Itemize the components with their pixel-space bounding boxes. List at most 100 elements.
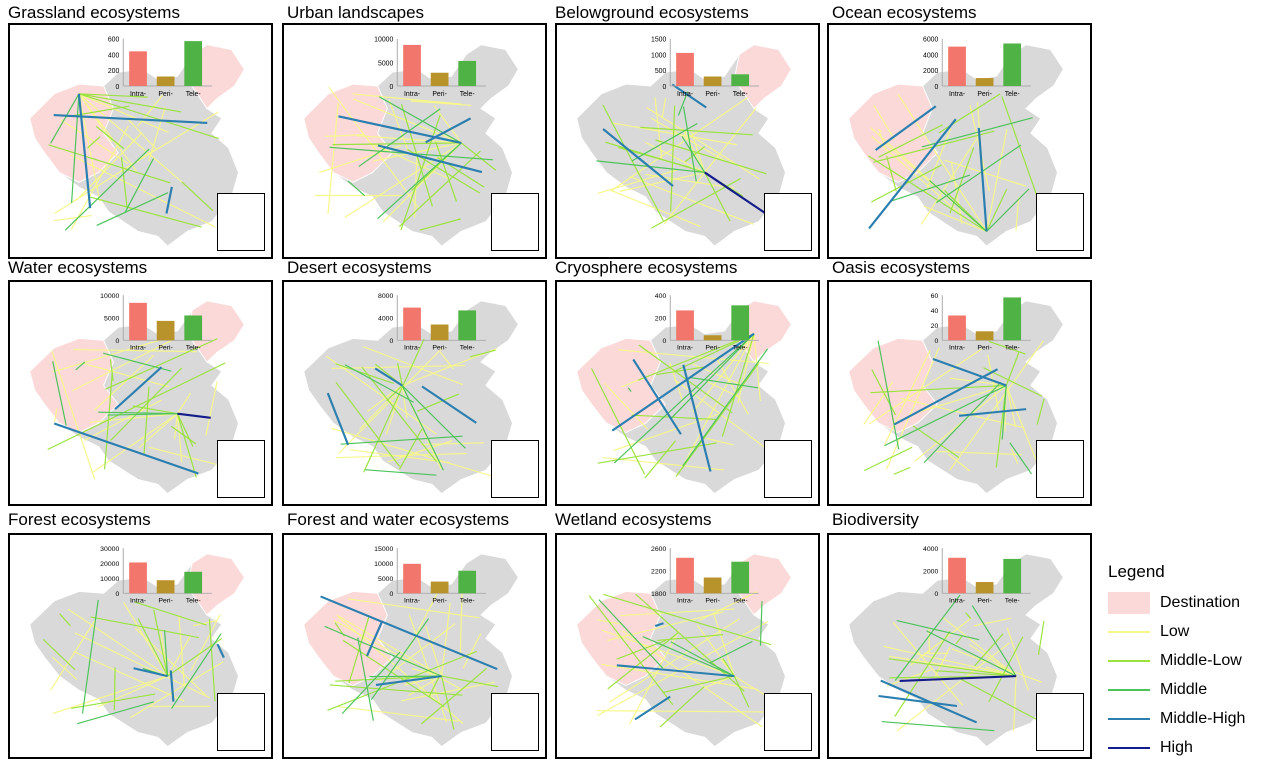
flow-line — [124, 158, 155, 213]
bar-peri — [703, 76, 722, 86]
flow-line — [173, 413, 179, 440]
flow-line — [176, 413, 194, 447]
bar-intra — [129, 51, 147, 86]
flow-line — [988, 340, 1026, 355]
flow-line — [70, 125, 129, 230]
legend-item: Low — [1108, 617, 1245, 646]
flow-line — [610, 97, 748, 192]
bar-peri — [975, 78, 994, 86]
flow-line — [410, 100, 472, 107]
flow-line — [588, 595, 674, 706]
flow-line — [597, 169, 678, 194]
panel-title: Belowground ecosystems — [555, 3, 749, 22]
flow-line — [435, 141, 458, 202]
bar-chart: 0 200 400 600 Intra- Peri- Tele- — [108, 37, 212, 98]
y-tick-label: 10000 — [374, 561, 393, 568]
y-tick-label: 500 — [655, 68, 667, 75]
south-china-sea-inset — [764, 693, 812, 751]
bar-tele — [1003, 558, 1022, 594]
flow-map: 0 4000 8000 Intra- Peri- Tele- — [303, 293, 519, 495]
flow-line — [176, 392, 192, 414]
flow-line — [969, 644, 1017, 677]
flow-line — [74, 632, 210, 699]
bar-tele — [184, 571, 203, 594]
y-tick-label: 20 — [931, 323, 939, 330]
flow-line — [133, 667, 168, 678]
flow-line — [638, 344, 733, 414]
y-tick-label: 0 — [934, 84, 938, 91]
flow-line — [388, 99, 409, 152]
y-tick-label: 2000 — [923, 569, 939, 576]
flow-line — [96, 192, 169, 226]
flow-line — [863, 446, 913, 472]
flow-line — [73, 348, 197, 353]
bar-intra — [129, 562, 147, 594]
flow-line — [868, 155, 987, 232]
x-tick-label: Intra- — [677, 598, 693, 605]
flow-line — [884, 350, 931, 445]
flow-line — [192, 620, 217, 627]
flow-line — [78, 93, 137, 172]
flow-line — [326, 392, 350, 446]
bar-intra — [948, 557, 966, 594]
x-tick-label: Intra- — [404, 345, 420, 352]
legend: Legend Destination Low Middle-Low Middle Mid… — [1108, 562, 1245, 762]
flow-line — [944, 159, 1027, 187]
flow-line — [177, 412, 211, 419]
flow-line — [428, 675, 440, 698]
map-panel: 0 20 40 60 Intra- Peri- Tele- — [827, 280, 1092, 506]
flow-line — [398, 150, 481, 228]
flow-line — [884, 384, 1007, 447]
flow-line — [52, 675, 168, 714]
x-tick-label: Tele- — [460, 598, 475, 605]
flow-line — [421, 385, 477, 424]
y-tick-label: 1000 — [651, 52, 666, 59]
flow-line — [671, 83, 707, 109]
flow-line — [148, 446, 222, 467]
flow-line — [670, 105, 676, 212]
flow-line — [958, 408, 1027, 417]
panel-title: Ocean ecosystems — [832, 3, 977, 22]
y-tick-label: 1800 — [651, 591, 667, 598]
flow-line — [986, 128, 1008, 232]
panel-title: Biodiversity — [832, 510, 919, 529]
flow-line — [682, 106, 697, 182]
flow-line — [880, 679, 978, 724]
flow-line — [1005, 385, 1017, 428]
bar-peri — [430, 72, 449, 86]
y-tick-label: 0 — [389, 84, 393, 91]
legend-label: High — [1160, 738, 1193, 756]
y-tick-label: 0 — [934, 338, 938, 345]
bar-tele — [184, 315, 203, 341]
panel-title: Water ecosystems — [8, 258, 148, 277]
flow-line — [54, 214, 92, 222]
flow-line — [986, 188, 1030, 232]
flow-line — [713, 614, 735, 677]
bar-peri — [975, 582, 994, 594]
flow-line — [375, 675, 442, 686]
y-tick-label: 0 — [934, 591, 938, 598]
china-map — [303, 300, 519, 495]
flow-line — [1009, 442, 1032, 475]
flow-line — [123, 111, 219, 171]
bar-chart: 0 2000 4000 Intra- Peri- Tele- — [923, 546, 1031, 605]
flow-line — [753, 333, 761, 402]
bar-tele — [1003, 43, 1022, 86]
x-tick-label: Peri- — [705, 598, 720, 605]
flow-line — [669, 333, 755, 420]
x-tick-label: Intra- — [949, 598, 965, 605]
bar-intra — [403, 44, 421, 86]
flow-line — [335, 452, 467, 459]
flow-line — [401, 385, 466, 449]
x-tick-label: Tele- — [186, 345, 201, 352]
legend-item: High — [1108, 733, 1245, 762]
flow-line — [104, 373, 113, 470]
flow-line — [868, 348, 983, 425]
bar-tele — [458, 60, 477, 86]
map-panel: 0 500 1000 1500 Intra- Peri- Tele- — [555, 23, 820, 259]
flow-line — [1006, 627, 1029, 691]
flow-line — [335, 381, 401, 467]
panel-title: Forest ecosystems — [8, 510, 151, 529]
bar-tele — [458, 570, 477, 594]
x-tick-label: Tele- — [733, 91, 748, 98]
